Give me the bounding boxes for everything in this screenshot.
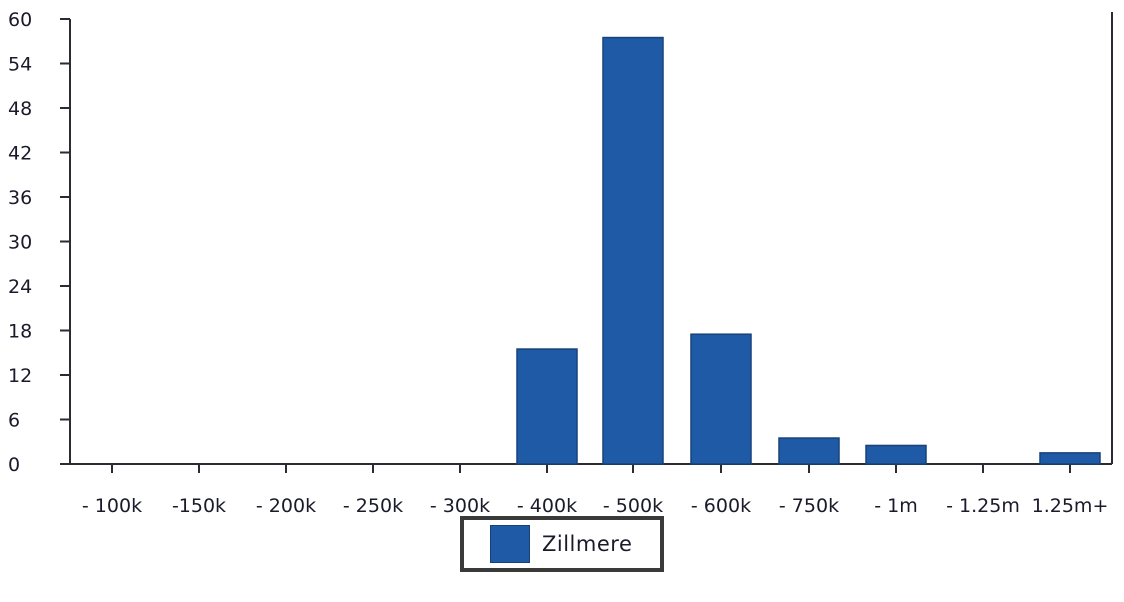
y-tick-label: 0 [8, 454, 20, 476]
y-tick-label: 30 [8, 232, 32, 254]
x-tick-label: 1.25m+ [1032, 495, 1109, 517]
legend-label-zillmere: Zillmere [542, 532, 633, 556]
x-tick-label: - 200k [256, 495, 316, 517]
x-tick-label: - 500k [603, 495, 663, 517]
y-tick-label: 54 [8, 54, 32, 76]
bar [1039, 452, 1101, 465]
x-tick-label: -150k [172, 495, 226, 517]
x-tick-label: - 250k [343, 495, 403, 517]
x-tick-label: - 100k [82, 495, 142, 517]
bar [690, 333, 752, 465]
x-tick-label: - 750k [779, 495, 839, 517]
x-axis: - 100k -150k - 200k - 250k - 300k - 400k - 500… [70, 463, 1112, 517]
x-tick-label: - 1m [874, 495, 918, 517]
x-tick-label: - 300k [430, 495, 490, 517]
y-tick-label: 42 [8, 143, 32, 165]
y-tick-label: 36 [8, 187, 32, 209]
y-tick-label: 6 [8, 410, 20, 432]
y-tick-label: 18 [8, 321, 32, 343]
x-tick-label: - 400k [517, 495, 577, 517]
x-tick-label: - 1.25m [946, 495, 1020, 517]
bar [778, 437, 840, 465]
y-tick-label: 12 [8, 365, 32, 387]
bar [602, 36, 664, 465]
y-axis: 0 6 12 18 24 30 36 42 48 54 60 [8, 9, 1113, 476]
legend: Zillmere [460, 516, 664, 572]
legend-swatch-zillmere [490, 525, 530, 563]
y-tick-label: 24 [8, 276, 32, 298]
y-tick-label: 48 [8, 98, 32, 120]
bars [516, 36, 1101, 465]
y-tick-label: 60 [8, 9, 32, 31]
bar [865, 444, 927, 465]
x-tick-label: - 600k [691, 495, 751, 517]
bar [516, 348, 578, 465]
